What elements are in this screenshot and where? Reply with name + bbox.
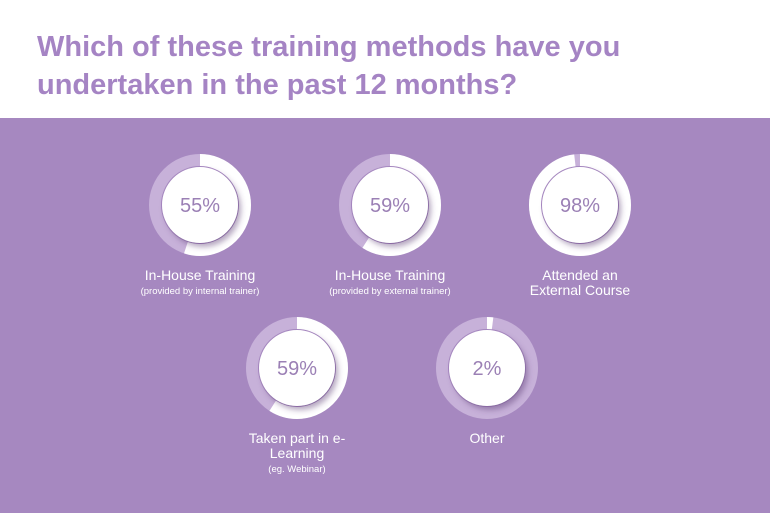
category-name: In-House Training [144, 267, 256, 283]
donut-arc [339, 154, 441, 256]
value-label: 59% [370, 195, 410, 217]
category-name: Other [469, 430, 505, 446]
donut-arc [436, 317, 538, 419]
donut-center [449, 330, 525, 406]
category-note: (eg. Webinar) [268, 464, 326, 475]
value-label: 55% [180, 195, 220, 217]
donut-arc [149, 154, 251, 256]
donut-center [259, 330, 335, 406]
category-note: (provided by internal trainer) [140, 286, 260, 297]
donut-arc [246, 317, 348, 419]
category-label: Attended an External Course [520, 268, 640, 298]
value-label: 98% [560, 195, 600, 217]
category-label: Other [427, 431, 547, 446]
donut-center [162, 167, 238, 243]
chart-title: Which of these training methods have you… [37, 31, 621, 101]
category-name: In-House Training [334, 267, 446, 283]
category-note: (provided by external trainer) [329, 286, 451, 297]
category-name: Attended an External Course [529, 267, 631, 298]
value-label: 59% [277, 358, 317, 380]
donut-center [542, 167, 618, 243]
header: Which of these training methods have you… [0, 0, 770, 118]
category-name: Taken part in e-Learning [248, 430, 346, 461]
donut-center [352, 167, 428, 243]
category-label: Taken part in e-Learning (eg. Webinar) [247, 431, 347, 477]
donut-arc [529, 154, 631, 256]
value-label: 2% [473, 358, 502, 380]
category-label: In-House Training (provided by internal t… [120, 268, 280, 299]
category-label: In-House Training (provided by external t… [310, 268, 470, 299]
